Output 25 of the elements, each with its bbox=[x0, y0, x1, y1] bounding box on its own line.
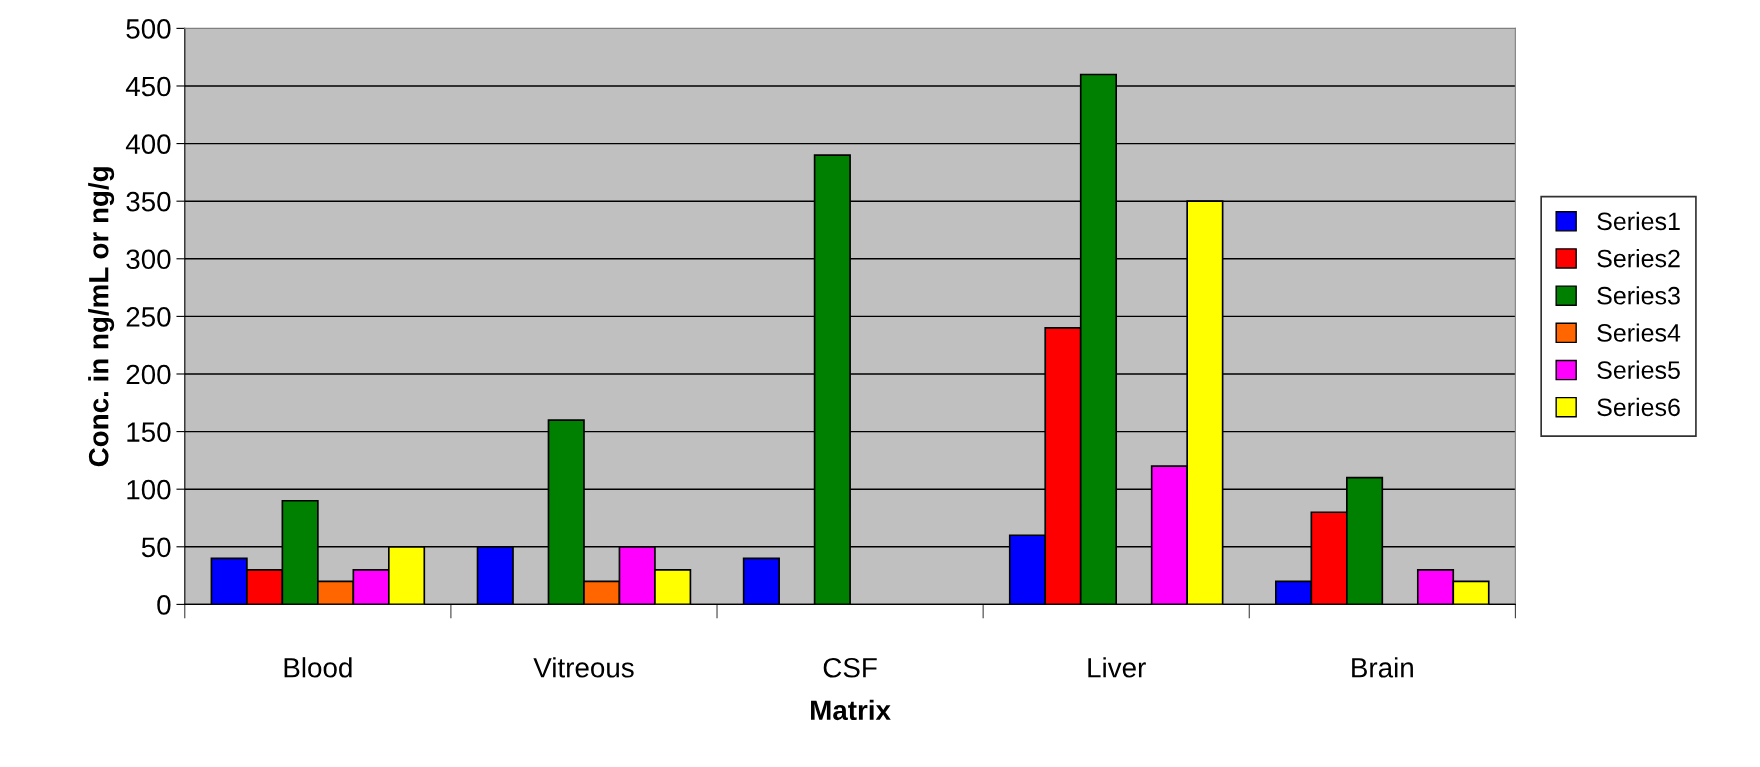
x-tick-label: Blood bbox=[284, 657, 352, 678]
y-tick-label: 100 bbox=[127, 479, 171, 500]
bar bbox=[742, 557, 780, 605]
y-tick-label: 350 bbox=[126, 191, 171, 212]
x-tick-label: Liver bbox=[1088, 657, 1146, 678]
y-tick-label: 50 bbox=[141, 537, 171, 558]
x-tick-label: CSF bbox=[823, 657, 877, 678]
legend-label: Series2 bbox=[1597, 249, 1680, 268]
x-axis-title: Matrix bbox=[811, 699, 891, 721]
x-tick-label: Vitreous bbox=[533, 657, 634, 678]
y-tick-label: 400 bbox=[125, 134, 171, 154]
y-tick-label: 500 bbox=[126, 19, 171, 39]
y-tick-label: 200 bbox=[126, 364, 171, 385]
legend-label: Series4 bbox=[1597, 323, 1681, 342]
y-tick-label: 300 bbox=[126, 249, 171, 270]
legend-label: Series1 bbox=[1597, 211, 1680, 231]
legend-label: Series6 bbox=[1597, 397, 1680, 417]
legend-label: Series5 bbox=[1597, 360, 1680, 379]
y-axis-title: Conc. in ng/mL or ng/g bbox=[88, 167, 115, 467]
y-tick-label: 250 bbox=[126, 307, 171, 327]
x-tick-label: Brain bbox=[1352, 657, 1413, 678]
y-tick-label: 450 bbox=[125, 76, 171, 97]
y-tick-label: 150 bbox=[127, 422, 171, 442]
legend-label: Series3 bbox=[1597, 286, 1680, 305]
y-tick-label: 0 bbox=[157, 595, 171, 615]
